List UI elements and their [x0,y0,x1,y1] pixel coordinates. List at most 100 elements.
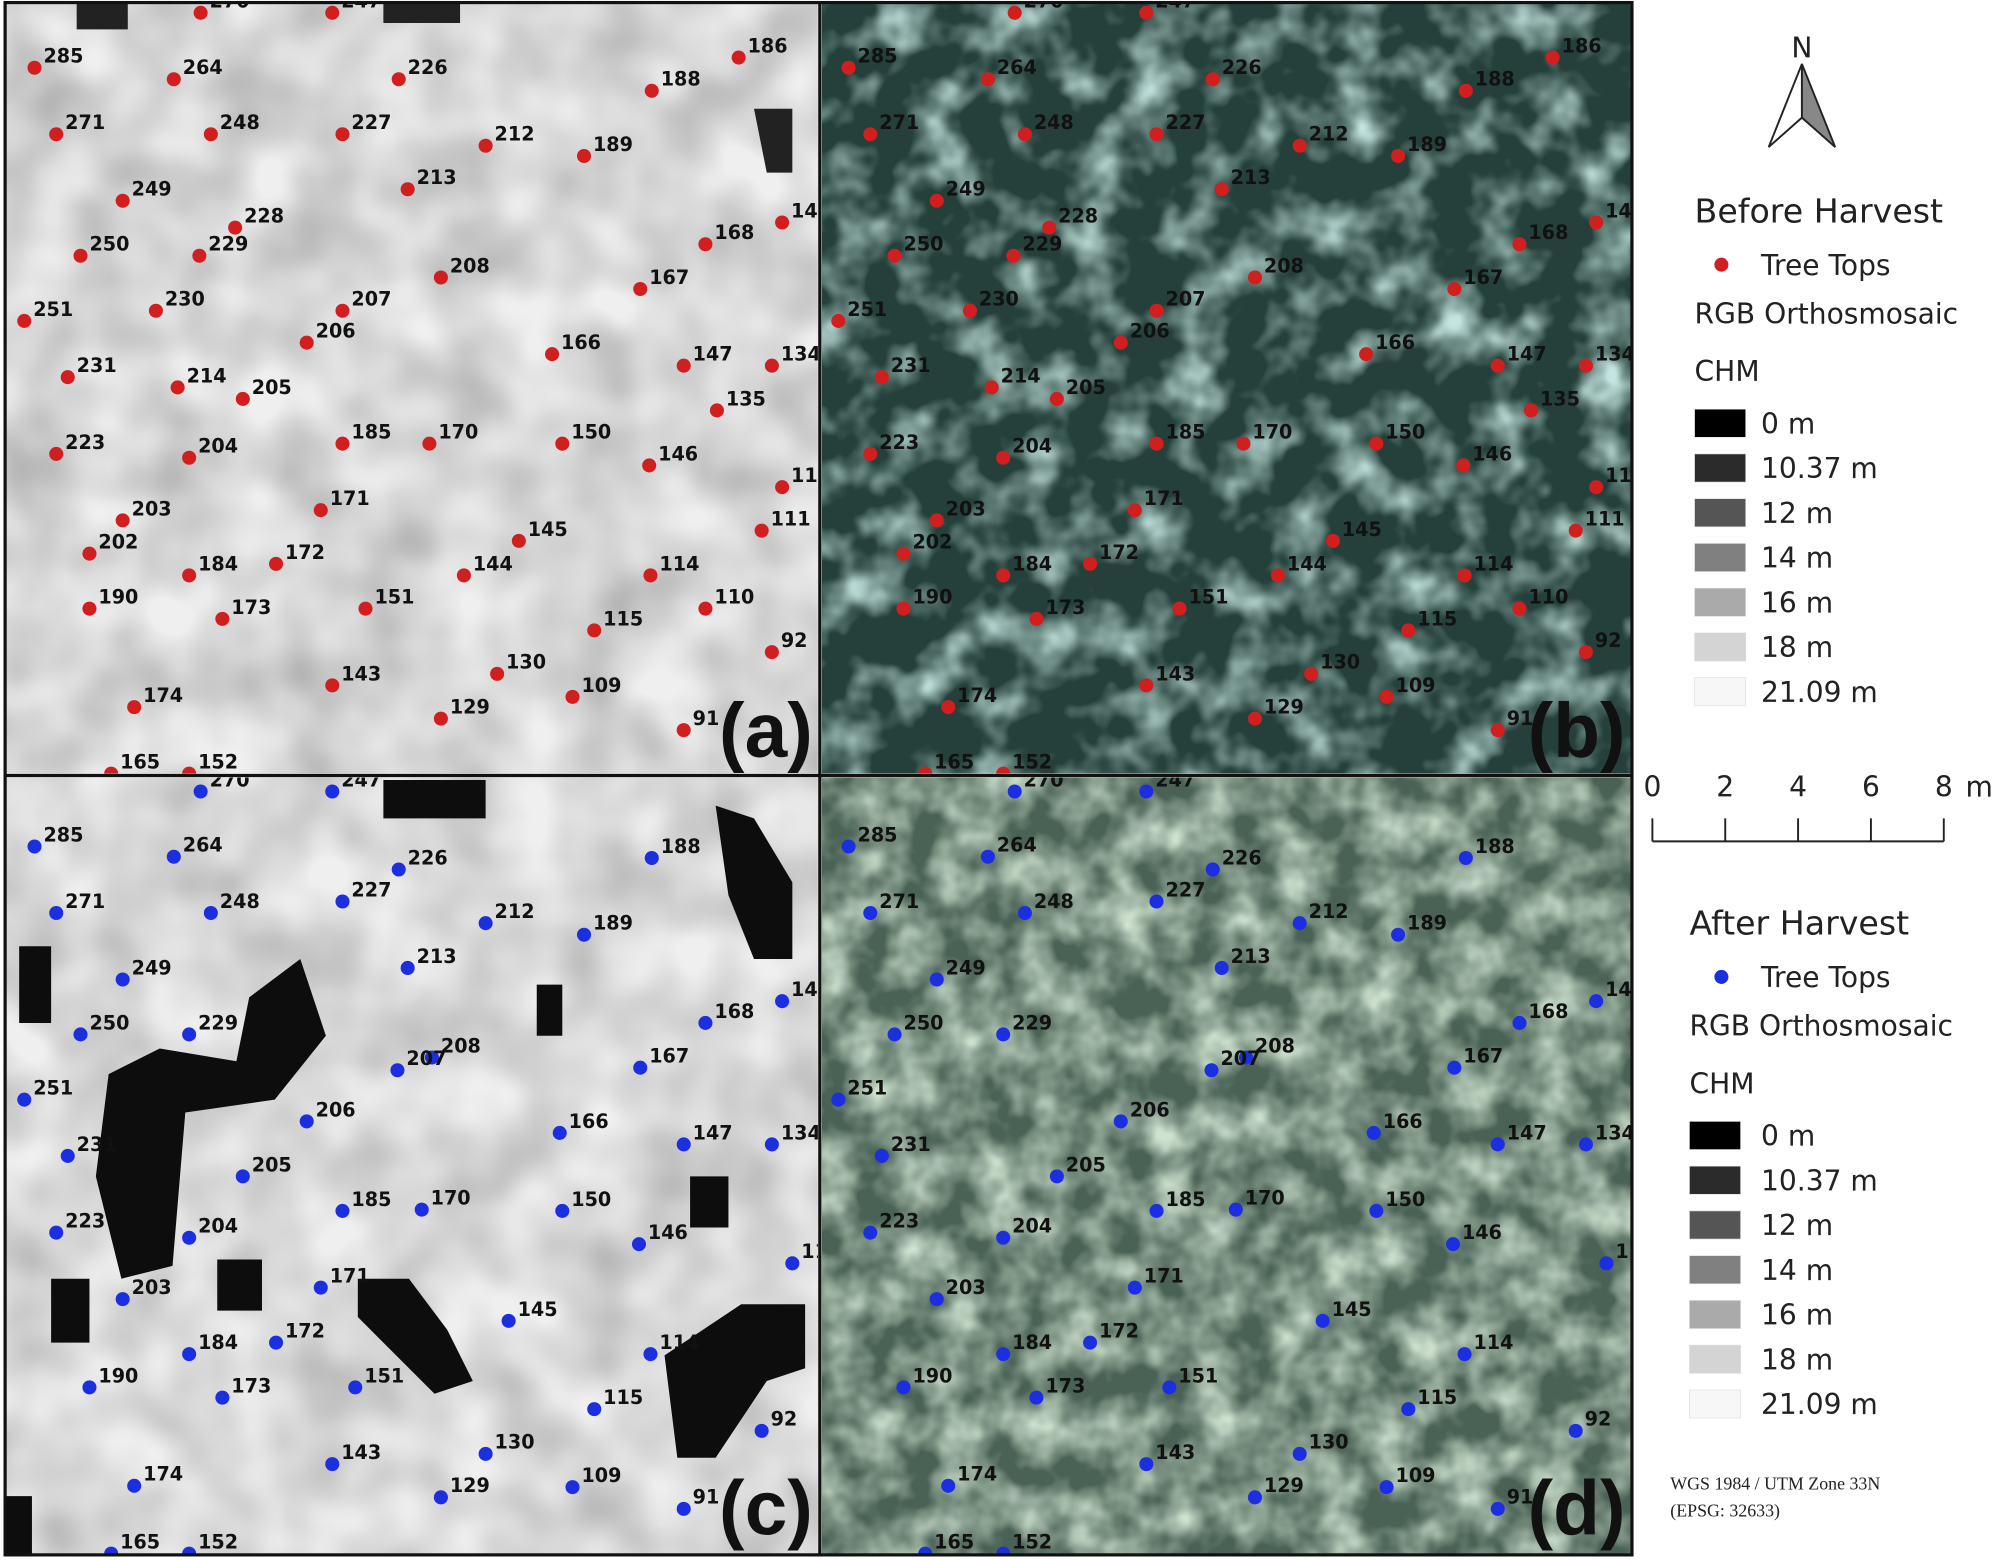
tree-label: 151 [1188,586,1228,609]
tree-label: 186 [748,34,788,57]
tree-label: 184 [1012,552,1052,575]
tree-label: 250 [904,233,944,256]
tree-label: 205 [252,1153,292,1176]
tree-label: 143 [341,1441,381,1464]
tree-label: 247 [1155,768,1195,791]
tree-label: 226 [408,56,448,79]
tree-top [698,1015,713,1030]
panel-frames [3,0,1634,1557]
tree-label: 185 [1165,421,1205,444]
tree-top [400,960,415,975]
tree-top [1247,270,1262,285]
tree-top [1149,436,1164,451]
tree-label: 143 [1155,1441,1195,1464]
tree-top [1589,994,1604,1009]
tree-top [764,1137,779,1152]
tree-label: 149 [791,978,831,1001]
tree-top [49,446,64,461]
tree-top [235,391,250,406]
tree-top [1512,601,1527,616]
chm-swatch [1694,543,1747,572]
tree-top [1490,358,1505,373]
tree-top [1139,5,1154,20]
tree-top [1029,611,1044,626]
panel: 270 247 285 264 226 186 188 271 248 227 212 189 249 2… [17,0,818,774]
tree-label: 251 [33,298,73,321]
tree-label: 113 [801,1240,841,1263]
tree-top [1204,1063,1219,1078]
tree-top [996,1230,1011,1245]
tree-top [299,335,314,350]
tree-label: 208 [1255,1034,1295,1057]
tree-label: 166 [1375,331,1415,354]
tree-top [433,1490,448,1505]
tree-label: 165 [120,1530,160,1553]
tree-top [754,1423,769,1438]
tree-label: 172 [285,541,325,564]
tree-label: 114 [659,552,699,575]
tree-top [698,237,713,252]
tree-label: 172 [1099,1320,1139,1343]
tree-top [390,1063,405,1078]
tree-top [228,220,243,235]
tree-label: 145 [1332,1298,1372,1321]
legend-chm: CHM [1695,355,1760,388]
tree-label: 202 [912,531,952,554]
tree-top [1214,182,1229,197]
tree-label: 270 [210,0,250,13]
tree-label: 114 [659,1331,699,1354]
crs-label: WGS 1984 / UTM Zone 33N [1670,1474,1880,1494]
tree-top [1315,1313,1330,1328]
tree-label: 113 [1615,1240,1655,1263]
tree-top [325,1457,340,1472]
tree-top [170,380,185,395]
tree-top [1017,127,1032,142]
tree-label: 204 [198,435,238,458]
tree-top [863,1225,878,1240]
chm-class-label: 18 m [1761,1343,1833,1376]
tree-label: 130 [506,651,546,674]
tree-top [984,380,999,395]
chm-swatch [1694,632,1747,662]
tree-label: 165 [934,750,974,773]
tree-top [82,546,97,561]
tree-label: 143 [1155,662,1195,685]
tree-top [1017,905,1032,921]
tree-label: 167 [1463,1045,1503,1068]
tree-label: 185 [351,1188,391,1211]
tree-top [1589,480,1604,495]
panel-d-image [821,777,1631,1554]
tree-label: 167 [1463,266,1503,289]
tree-label: 226 [1222,56,1262,79]
tree-label: 130 [1309,1431,1349,1454]
legend-rgb: RGB Orthosmosaic [1695,298,1959,331]
tree-top [1127,1280,1142,1295]
tree-label: 251 [847,298,887,321]
tree-label: 203 [946,497,986,520]
tree-top [565,1480,580,1495]
tree-label: 214 [1001,364,1041,387]
chm-swatch [1694,453,1747,483]
tree-top [1545,50,1560,65]
tree-top [1149,1203,1164,1218]
tree-top [1366,1125,1381,1140]
tree-top [1578,358,1593,373]
tree-top [182,568,197,583]
tree-label: 109 [1396,1464,1436,1487]
tree-label: 231 [77,1133,117,1156]
tree-label: 206 [1130,320,1170,343]
tree-label: 231 [891,1133,931,1156]
tree-top [676,1137,691,1152]
tree-top [1139,784,1154,799]
tree-top [633,281,648,297]
north-arrow-right [1800,63,1837,148]
tree-top [1270,568,1285,583]
tree-top [478,1446,493,1461]
tree-top [1599,1256,1614,1271]
chm-swatch [1689,1210,1741,1240]
tree-top [775,480,790,495]
chm-swatch [1689,1121,1741,1150]
tree-top [115,513,130,528]
tree-label: 204 [198,1215,238,1238]
